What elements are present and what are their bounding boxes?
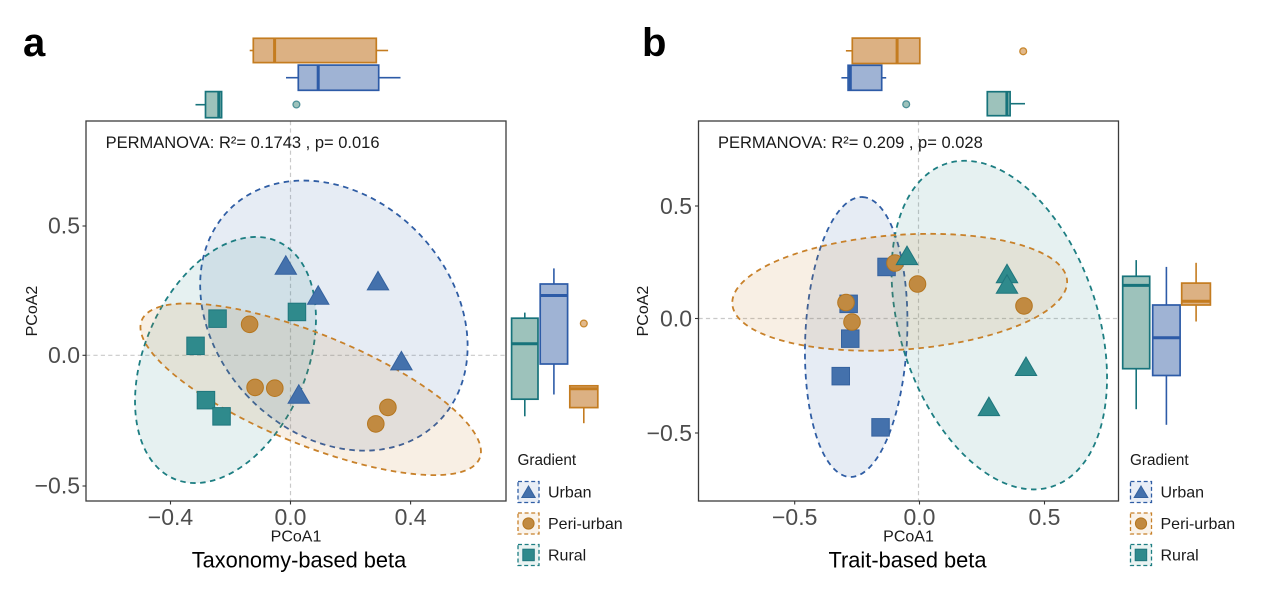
svg-text:−0.4: −0.4 (148, 504, 194, 530)
svg-text:0.5: 0.5 (660, 193, 692, 219)
svg-text:b: b (642, 21, 666, 65)
svg-text:PERMANOVA: R²= 0.209 , p= 0.02: PERMANOVA: R²= 0.209 , p= 0.028 (718, 134, 983, 152)
svg-text:−0.5: −0.5 (35, 473, 80, 499)
svg-text:0.0: 0.0 (904, 504, 936, 530)
svg-text:Urban: Urban (1161, 485, 1205, 502)
svg-text:Peri-urban: Peri-urban (548, 516, 623, 533)
svg-text:−0.5: −0.5 (772, 504, 817, 530)
svg-text:PCoA1: PCoA1 (271, 529, 322, 546)
svg-text:Gradient: Gradient (1130, 452, 1189, 469)
svg-text:0.0: 0.0 (660, 305, 692, 331)
svg-text:PCoA1: PCoA1 (883, 529, 934, 546)
svg-text:a: a (23, 21, 46, 65)
svg-text:PCoA2: PCoA2 (24, 286, 41, 337)
svg-text:Gradient: Gradient (518, 452, 577, 469)
svg-text:Rural: Rural (1161, 548, 1199, 565)
svg-text:Taxonomy-based beta: Taxonomy-based beta (192, 548, 407, 573)
svg-text:−0.5: −0.5 (647, 420, 692, 446)
svg-text:Urban: Urban (548, 485, 592, 502)
svg-text:0.0: 0.0 (48, 342, 80, 368)
svg-text:Peri-urban: Peri-urban (1161, 516, 1236, 533)
svg-text:Trait-based beta: Trait-based beta (829, 548, 988, 573)
svg-text:0.5: 0.5 (48, 213, 80, 239)
svg-text:0.4: 0.4 (395, 504, 427, 530)
svg-text:0.0: 0.0 (275, 504, 307, 530)
svg-text:Rural: Rural (548, 548, 586, 565)
svg-text:0.5: 0.5 (1029, 504, 1061, 530)
svg-text:PCoA2: PCoA2 (635, 286, 652, 337)
svg-text:PERMANOVA: R²= 0.1743 , p= 0.0: PERMANOVA: R²= 0.1743 , p= 0.016 (106, 134, 380, 152)
